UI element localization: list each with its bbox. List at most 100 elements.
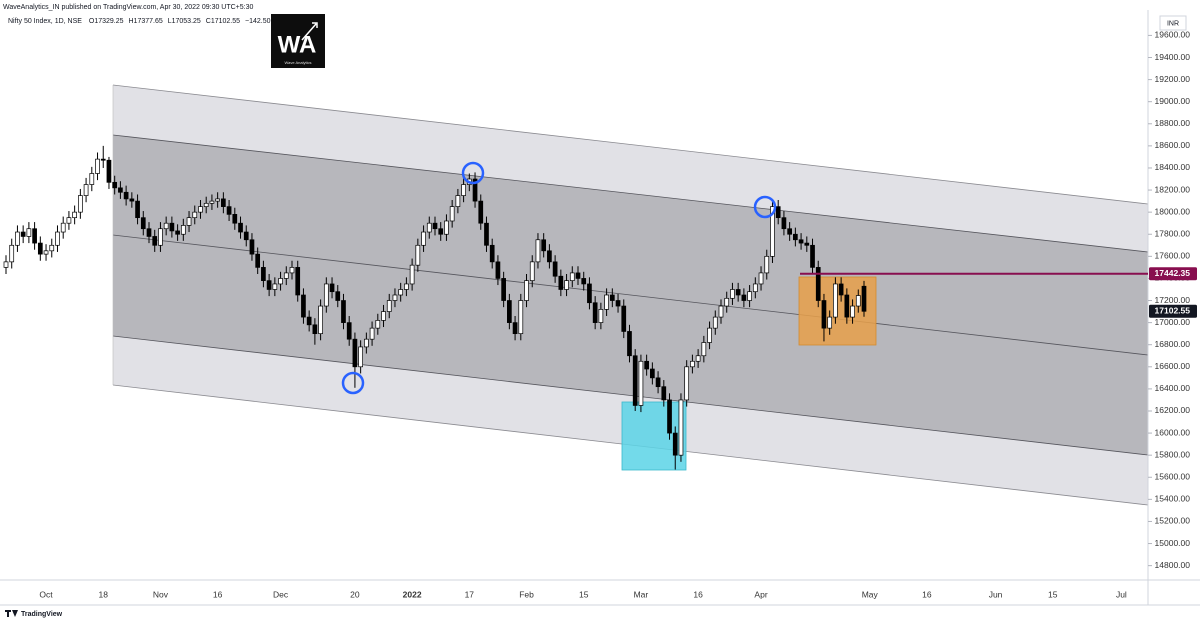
candle-body [238, 222, 243, 233]
candle-body [118, 187, 123, 193]
pivot-circle [753, 195, 777, 219]
candle-body [735, 289, 741, 296]
x-tick-label: Mar [634, 589, 649, 599]
candle-body [323, 283, 329, 307]
candle-body [180, 225, 186, 235]
y-tick-label: 15600.00 [1155, 472, 1191, 482]
y-tick-label: 18800.00 [1155, 118, 1191, 128]
header: WaveAnalytics_IN published on TradingVie… [3, 4, 254, 11]
candle-body [129, 198, 135, 202]
candle-body [26, 228, 32, 237]
candle-body [146, 228, 152, 237]
legend-field: O [89, 18, 95, 25]
x-tick-label: 2022 [403, 589, 422, 599]
candle-body [850, 305, 855, 318]
x-tick-label: 16 [922, 589, 932, 599]
y-tick-label: 17200.00 [1155, 295, 1191, 305]
candle-body [163, 222, 169, 230]
candle-body [83, 184, 89, 196]
time-axis: Oct 18 Nov 16 Dec 20 2022 17 Feb 15 Mar 16 Apr May 16 J… [39, 589, 1127, 599]
candle-body [358, 346, 363, 368]
drawings [112, 84, 1149, 506]
x-tick-label: Oct [39, 589, 53, 599]
candle-body [278, 278, 283, 285]
candle-body [386, 300, 392, 312]
candle-body [112, 181, 118, 189]
candle-body [821, 300, 827, 329]
candle-body [472, 178, 478, 202]
y-tick-label: 19000.00 [1155, 96, 1191, 106]
pivot-circle [341, 371, 365, 395]
candle-body [192, 211, 198, 219]
logo-mark: WA [278, 31, 317, 58]
currency: INR [1167, 20, 1179, 27]
candle-body [226, 206, 232, 215]
candle-body [793, 233, 798, 241]
logo-caption: Wave Analytics [285, 60, 312, 65]
candle-body [712, 316, 718, 329]
candle-body [529, 261, 535, 281]
candle-body [32, 228, 37, 244]
y-tick-label: 15400.00 [1155, 494, 1191, 504]
level-tag-label: 17442.35 [1155, 268, 1191, 278]
candle-body [495, 261, 501, 279]
candle-body [232, 214, 238, 224]
candle-body [415, 244, 421, 266]
y-tick-label: 18200.00 [1155, 184, 1191, 194]
candle-body [758, 272, 764, 285]
footer-text: TradingView [21, 611, 63, 618]
candle-body [49, 244, 55, 252]
x-tick-label: 17 [465, 589, 475, 599]
candle-body [507, 300, 512, 323]
candle-body [449, 206, 455, 222]
candle-body [37, 242, 43, 255]
candle-body [301, 294, 306, 318]
candle-body [243, 231, 249, 241]
candle-body [335, 291, 341, 301]
channel-mid-line [112, 234, 1149, 356]
price-axis: 14800.00 15000.00 15200.00 15400.00 15600.00… [1148, 30, 1190, 570]
y-tick-label: 16800.00 [1155, 339, 1191, 349]
candle-body [861, 285, 867, 312]
candle-body [89, 173, 95, 185]
candle-body [581, 278, 587, 285]
candle-body [650, 368, 655, 379]
footer: TradingView [5, 610, 63, 618]
candle-body [775, 206, 781, 219]
x-tick-label: 16 [693, 589, 703, 599]
y-tick-label: 14800.00 [1155, 560, 1191, 570]
y-tick-label: 19400.00 [1155, 52, 1191, 62]
candle-body [140, 217, 146, 230]
candle-body [838, 283, 844, 296]
candle-body [421, 231, 426, 246]
candle-body [106, 159, 112, 183]
candle-body [392, 294, 398, 301]
candle-body [741, 294, 747, 301]
candle-body [501, 278, 506, 301]
candle-body [341, 300, 346, 323]
candle-body [272, 283, 278, 290]
candle-body [9, 244, 15, 263]
candle-body [701, 342, 707, 357]
candle-body [283, 272, 289, 279]
candle-body [66, 217, 72, 224]
y-tick-label: 17000.00 [1155, 317, 1191, 327]
overlay [341, 161, 777, 395]
candle-body [255, 253, 261, 268]
candle-body [261, 267, 266, 281]
symbol: Nifty 50 Index, 1D, NSE [8, 18, 82, 25]
candle-body [678, 399, 684, 456]
x-tick-label: 18 [99, 589, 109, 599]
candle-body [318, 305, 323, 335]
candle-body [404, 283, 409, 290]
candle-body [627, 331, 632, 357]
candle-body [209, 200, 215, 204]
y-tick-label: 15200.00 [1155, 516, 1191, 526]
candle-body [621, 305, 627, 332]
candle-body [221, 198, 226, 207]
candle-body [186, 217, 192, 226]
candle-body [752, 283, 758, 293]
candle-body [604, 294, 609, 310]
candle-body [369, 327, 375, 340]
